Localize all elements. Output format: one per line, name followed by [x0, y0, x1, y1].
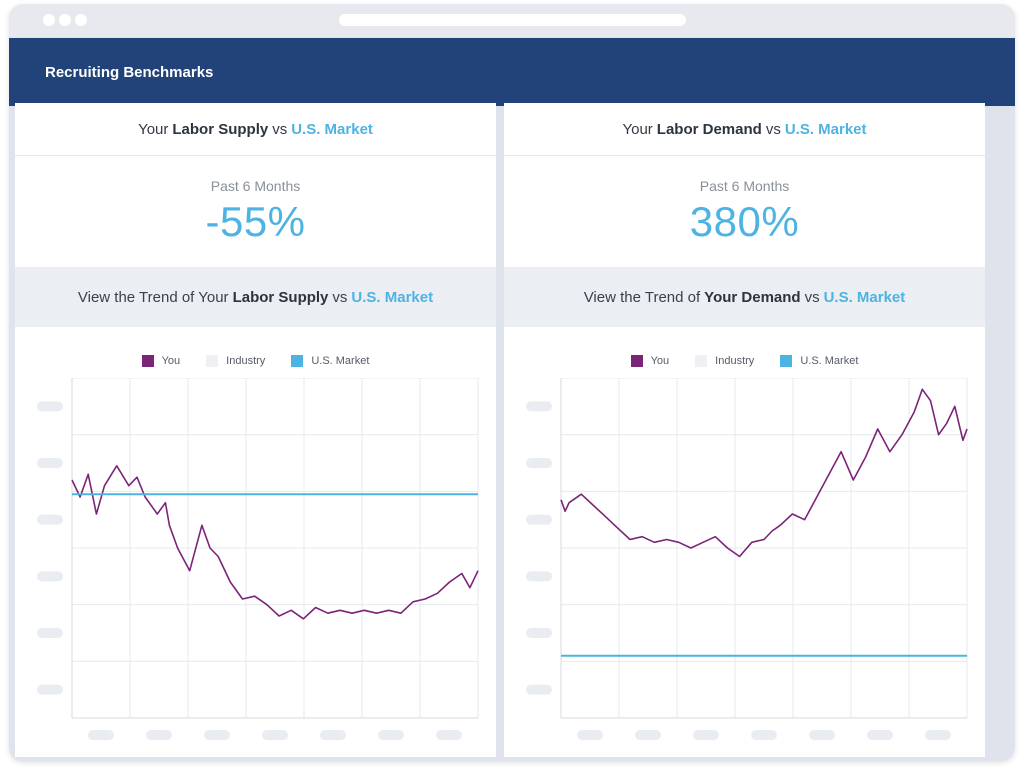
legend-you-label: You: [161, 355, 181, 367]
trend-vs: vs: [804, 288, 820, 306]
y-tick-placeholder: [526, 571, 552, 582]
browser-titlebar: [9, 4, 1015, 37]
chart-legend: You Industry U.S. Market: [15, 355, 496, 367]
x-tick-placeholder: [925, 730, 951, 740]
title-vs: vs: [272, 120, 288, 138]
app-title: Recruiting Benchmarks: [45, 64, 214, 81]
legend-us-market-label: U.S. Market: [311, 355, 370, 367]
x-tick-placeholder: [88, 730, 114, 740]
title-market: U.S. Market: [291, 120, 373, 138]
y-tick-placeholder: [526, 628, 552, 638]
trend-heading: View the Trend of Your Labor Supply vs U…: [15, 267, 496, 327]
legend-us-market[interactable]: U.S. Market: [291, 355, 369, 367]
period-label: Past 6 Months: [699, 178, 790, 194]
window-controls: [43, 14, 87, 26]
x-tick-placeholder: [436, 730, 462, 740]
title-vs: vs: [765, 120, 781, 138]
title-prefix: Your: [138, 120, 169, 138]
series-you-line: [71, 465, 479, 620]
series-you-line: [560, 388, 968, 558]
legend-you[interactable]: You: [141, 355, 181, 367]
y-tick-placeholder: [37, 628, 63, 638]
y-tick-placeholder: [526, 684, 552, 695]
legend-us-market-label: U.S. Market: [800, 355, 859, 367]
legend-industry-label: Industry: [715, 355, 755, 367]
panel-title: Your Labor Demand vs U.S. Market: [504, 103, 985, 156]
labor-supply-chart: [37, 378, 479, 740]
legend-industry[interactable]: Industry: [206, 355, 265, 367]
x-tick-placeholder: [751, 730, 777, 740]
x-tick-placeholder: [378, 730, 404, 740]
x-tick-placeholder: [867, 730, 893, 740]
minimize-dot[interactable]: [59, 14, 71, 26]
legend-industry-swatch: [206, 355, 219, 367]
y-tick-placeholder: [37, 458, 63, 468]
title-subject: Labor Demand: [656, 120, 762, 138]
change-value: -55%: [205, 198, 306, 245]
labor-supply-panel: Your Labor Supply vs U.S. Market Past 6 …: [15, 103, 496, 757]
legend-you-label: You: [650, 355, 670, 367]
legend-you[interactable]: You: [630, 355, 670, 367]
trend-prefix: View the Trend of: [583, 288, 701, 306]
y-tick-placeholder: [37, 571, 63, 582]
change-value: 380%: [689, 198, 800, 245]
x-tick-placeholder: [809, 730, 835, 740]
legend-us-market-swatch: [291, 355, 304, 367]
y-tick-placeholder: [37, 514, 63, 525]
labor-demand-panel: Your Labor Demand vs U.S. Market Past 6 …: [504, 103, 985, 757]
legend-industry-swatch: [695, 355, 708, 367]
y-tick-placeholder: [37, 401, 63, 412]
trend-market: U.S. Market: [823, 288, 906, 306]
legend-industry-label: Industry: [226, 355, 266, 367]
legend-you-swatch: [630, 355, 643, 367]
x-tick-placeholder: [204, 730, 230, 740]
address-bar[interactable]: [339, 14, 686, 26]
y-tick-placeholder: [526, 401, 552, 412]
trend-vs: vs: [332, 288, 348, 306]
panel-title: Your Labor Supply vs U.S. Market: [15, 103, 496, 156]
x-tick-placeholder: [693, 730, 719, 740]
legend-us-market-swatch: [780, 355, 793, 367]
close-dot[interactable]: [43, 14, 55, 26]
summary-block: Past 6 Months 380%: [504, 156, 985, 267]
y-tick-placeholder: [37, 684, 63, 695]
trend-subject: Your Demand: [704, 288, 801, 306]
x-tick-placeholder: [320, 730, 346, 740]
maximize-dot[interactable]: [75, 14, 87, 26]
chart-legend: You Industry U.S. Market: [504, 355, 985, 367]
x-tick-placeholder: [146, 730, 172, 740]
trend-subject: Labor Supply: [232, 288, 329, 306]
labor-demand-chart: [526, 378, 968, 740]
trend-prefix: View the Trend of Your: [77, 288, 229, 306]
legend-us-market[interactable]: U.S. Market: [780, 355, 858, 367]
trend-market: U.S. Market: [351, 288, 434, 306]
title-market: U.S. Market: [784, 120, 867, 138]
trend-heading: View the Trend of Your Demand vs U.S. Ma…: [504, 267, 985, 327]
summary-block: Past 6 Months -55%: [15, 156, 496, 267]
legend-industry[interactable]: Industry: [695, 355, 754, 367]
x-tick-placeholder: [262, 730, 288, 740]
legend-you-swatch: [141, 355, 154, 367]
title-subject: Labor Supply: [172, 120, 269, 138]
app-header: Recruiting Benchmarks: [9, 38, 1015, 106]
y-tick-placeholder: [526, 458, 552, 468]
title-prefix: Your: [622, 120, 653, 138]
x-tick-placeholder: [635, 730, 661, 740]
period-label: Past 6 Months: [210, 178, 301, 194]
x-tick-placeholder: [577, 730, 603, 740]
y-tick-placeholder: [526, 514, 552, 525]
